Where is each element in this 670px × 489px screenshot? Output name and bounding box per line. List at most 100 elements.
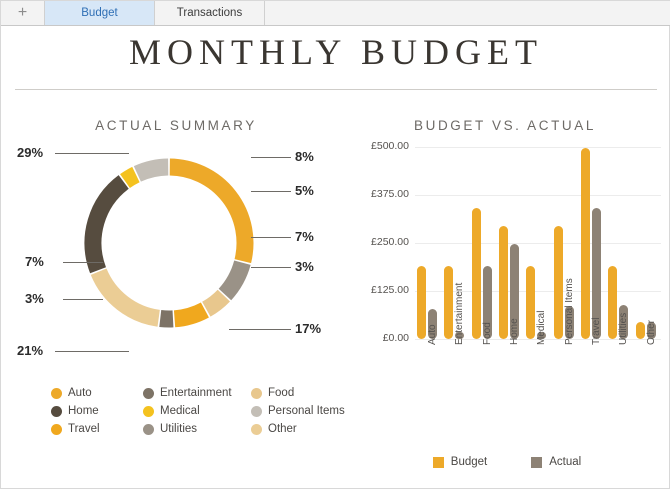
bar-actual[interactable] xyxy=(564,306,574,339)
bar-budget[interactable] xyxy=(471,208,481,339)
legend-color-dot xyxy=(51,387,62,399)
bar-actual[interactable] xyxy=(455,332,465,339)
donut-slice[interactable] xyxy=(218,260,251,301)
legend-color-dot xyxy=(143,423,154,435)
bar-actual[interactable] xyxy=(619,305,629,339)
donut-leader-line xyxy=(55,153,129,154)
tab-transactions-label: Transactions xyxy=(176,7,243,19)
legend-item[interactable]: Other xyxy=(251,423,351,435)
gridline xyxy=(415,243,661,244)
legend-color-dot xyxy=(51,423,62,435)
legend-item[interactable]: Medical xyxy=(143,405,251,417)
bar-chart-plot-area xyxy=(415,147,661,339)
donut-slice[interactable] xyxy=(173,302,209,328)
x-axis-tick-label: Personal Items xyxy=(563,278,575,345)
bar-budget[interactable] xyxy=(553,225,563,339)
bar-actual[interactable] xyxy=(510,243,519,339)
bar-budget[interactable] xyxy=(635,321,645,339)
bar-budget[interactable] xyxy=(417,266,426,339)
bar-budget[interactable] xyxy=(499,225,508,339)
bar-chart-legend: Budget Actual xyxy=(353,456,661,468)
legend-color-dot xyxy=(251,423,262,435)
donut-legend: Auto Entertainment Food Home Medical Personal… xyxy=(51,384,351,438)
donut-percentage-label: 8% xyxy=(295,149,314,164)
bar-group xyxy=(499,147,522,339)
page-title: MONTHLY BUDGET xyxy=(128,32,544,72)
legend-item[interactable]: Utilities xyxy=(143,423,251,435)
bar-actual[interactable] xyxy=(537,332,547,339)
bar-budget[interactable] xyxy=(581,148,590,339)
legend-item[interactable]: Travel xyxy=(51,423,143,435)
donut-percentage-label: 3% xyxy=(295,259,314,274)
bar-group xyxy=(471,147,495,339)
donut-slice[interactable] xyxy=(120,166,140,189)
donut-leader-line xyxy=(229,329,291,330)
donut-percentage-label: 17% xyxy=(295,321,322,336)
gridline xyxy=(415,291,661,292)
legend-item[interactable]: Auto xyxy=(51,387,143,399)
bar-legend-item[interactable]: Budget xyxy=(432,456,488,468)
legend-item-label: Medical xyxy=(160,405,200,417)
legend-item[interactable]: Food xyxy=(251,387,351,399)
bar-legend-label: Actual xyxy=(549,456,582,468)
bar-actual[interactable] xyxy=(482,266,492,339)
bar-group xyxy=(553,147,577,339)
add-tab-button[interactable]: + xyxy=(1,1,45,25)
bar-budget[interactable] xyxy=(608,266,618,339)
donut-leader-line xyxy=(251,157,291,158)
bar-group xyxy=(526,147,549,339)
gridline xyxy=(415,147,661,148)
tab-bar-filler xyxy=(265,1,670,25)
legend-item-label: Travel xyxy=(68,423,100,435)
donut-slice[interactable] xyxy=(159,310,174,328)
donut-svg xyxy=(84,158,254,328)
bar-legend-item[interactable]: Actual xyxy=(531,456,581,468)
plus-icon: + xyxy=(17,4,28,21)
bar-budget[interactable] xyxy=(444,266,454,339)
x-axis-tick-label: Utilities xyxy=(618,312,630,345)
legend-color-dot xyxy=(251,387,262,399)
bar-group xyxy=(581,147,604,339)
x-axis-tick-label: Entertainment xyxy=(454,282,466,345)
legend-item-label: Entertainment xyxy=(160,387,232,399)
donut-percentage-label: 29% xyxy=(17,145,44,160)
bar-actual[interactable] xyxy=(592,208,601,339)
donut-slice[interactable] xyxy=(90,268,161,327)
gridline xyxy=(415,339,661,340)
x-axis-tick-label: Other xyxy=(645,319,657,345)
bar-actual[interactable] xyxy=(646,321,656,339)
title-divider xyxy=(15,89,657,90)
donut-percentage-label: 7% xyxy=(295,229,314,244)
donut-leader-line xyxy=(63,299,103,300)
legend-item[interactable]: Entertainment xyxy=(143,387,251,399)
legend-item-label: Personal Items xyxy=(268,405,345,417)
bar-budget[interactable] xyxy=(526,266,536,339)
legend-item-label: Utilities xyxy=(160,423,198,435)
donut-leader-line xyxy=(251,191,291,192)
bar-group xyxy=(417,147,440,339)
x-axis-tick-label: Auto xyxy=(427,324,438,345)
tab-bar: + Budget Transactions xyxy=(1,1,670,26)
donut-slice[interactable] xyxy=(133,158,169,182)
tab-transactions[interactable]: Transactions xyxy=(155,1,265,25)
bar-group xyxy=(444,147,467,339)
gridline xyxy=(415,195,661,196)
legend-item[interactable]: Home xyxy=(51,405,143,417)
bar-group xyxy=(608,147,631,339)
donut-slice[interactable] xyxy=(201,289,230,317)
legend-color-dot xyxy=(143,387,154,399)
x-axis-tick-label: Home xyxy=(509,318,520,345)
y-axis-tick-label: £0.00 xyxy=(382,332,409,344)
donut-percentage-label: 3% xyxy=(25,291,44,306)
budget-vs-actual-bar-chart: £500.00 £375.00 £250.00 £125.00 £0.00 Auto En… xyxy=(353,140,661,349)
bar-legend-label: Budget xyxy=(450,456,488,468)
legend-item-label: Home xyxy=(68,405,99,417)
bar-actual[interactable] xyxy=(428,309,437,339)
legend-color-dot xyxy=(251,405,262,417)
legend-item[interactable]: Personal Items xyxy=(251,405,351,417)
legend-item-label: Food xyxy=(268,387,295,399)
donut-slice[interactable] xyxy=(84,175,129,274)
donut-slice[interactable] xyxy=(169,158,254,264)
tab-budget[interactable]: Budget xyxy=(45,1,155,25)
